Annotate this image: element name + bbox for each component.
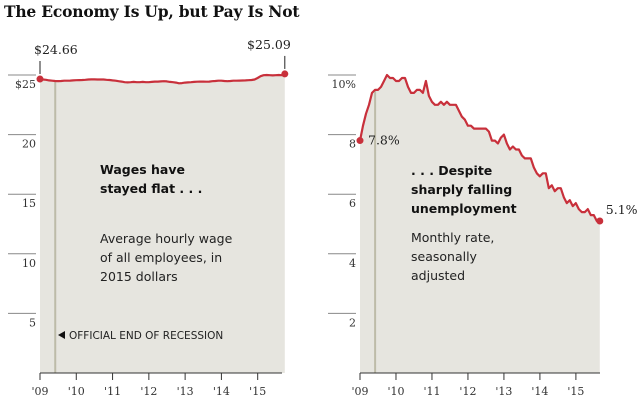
end-value-label: 5.1% [606,202,638,217]
chart-note: adjusted [411,268,465,283]
chart-note: Monthly rate, [411,230,494,245]
chart-headline: unemployment [411,201,517,216]
y-tick-label: 2 [349,316,356,329]
unemployment-line [358,73,600,223]
chart-headline: sharply falling [411,182,512,197]
left-arrow-icon [58,331,65,339]
wages-line [39,72,286,85]
unemployment-area [360,75,600,373]
start-point [36,75,44,83]
x-tick-label: '09 [31,385,48,398]
x-tick-label: '09 [351,385,368,398]
y-tick-label: 10 [22,257,36,270]
chart-headline: stayed flat . . . [100,181,202,196]
start-point [356,137,364,145]
x-tick-label: '12 [140,385,157,398]
chart-headline: Wages have [100,162,185,177]
chart-headline: . . . Despite [411,163,492,178]
x-tick-label: '12 [459,385,476,398]
end-value-label: $25.09 [247,37,291,52]
x-tick-label: '11 [423,385,440,398]
y-tick-label: 8 [349,138,356,151]
recession-label: OFFICIAL END OF RECESSION [69,330,223,342]
x-tick-label: '15 [249,385,266,398]
x-tick-label: '13 [495,385,512,398]
y-tick-label: 15 [22,197,36,210]
x-tick-label: '15 [567,385,584,398]
chart-note: 2015 dollars [100,269,178,284]
y-tick-label: 20 [22,138,36,151]
wages-area [40,73,285,374]
x-tick-label: '10 [387,385,404,398]
y-tick-label: 10% [332,78,356,91]
x-tick-label: '14 [213,385,230,398]
x-tick-label: '10 [68,385,85,398]
start-value-label: 7.8% [368,133,400,148]
y-tick-label: 5 [29,316,36,329]
y-tick-label: 6 [349,197,356,210]
end-point [281,70,289,78]
page-title: The Economy Is Up, but Pay Is Not [4,2,300,21]
x-tick-label: '14 [531,385,548,398]
end-point [596,217,604,225]
start-value-label: $24.66 [34,42,78,57]
y-tick-label: $25 [15,78,36,91]
y-tick-label: 4 [349,257,356,270]
x-tick-label: '13 [177,385,194,398]
chart-note: Average hourly wage [100,231,233,246]
chart-note: seasonally [411,249,478,264]
chart-note: of all employees, in [100,250,222,265]
x-tick-label: '11 [104,385,121,398]
